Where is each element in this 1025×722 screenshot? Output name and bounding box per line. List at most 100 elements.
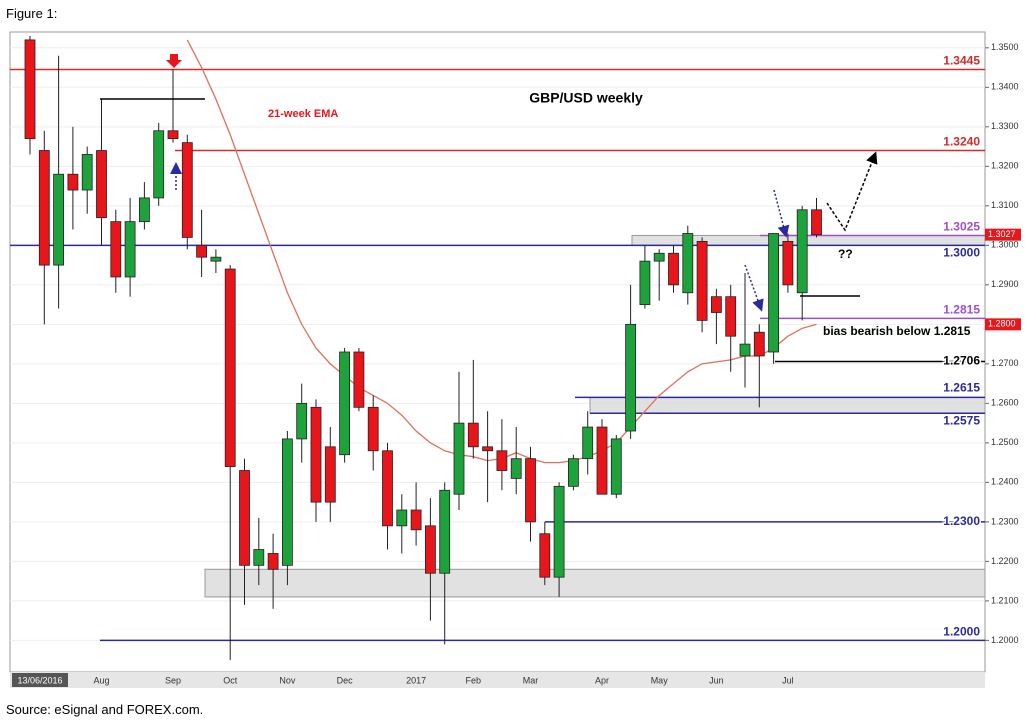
candle-body bbox=[224, 268, 236, 467]
y-tick-label: 1.2000 bbox=[991, 635, 1019, 645]
y-tick-label: 1.2700 bbox=[991, 358, 1019, 368]
x-tick-label: Jul bbox=[782, 675, 794, 685]
candle-body bbox=[253, 549, 265, 566]
level-label: 1.3025 bbox=[943, 220, 980, 234]
zone bbox=[204, 568, 986, 598]
x-tick-label: Sep bbox=[165, 675, 181, 685]
candle-body bbox=[196, 244, 208, 258]
y-tick-label: 1.2600 bbox=[991, 398, 1019, 408]
level-label: 1.2300 bbox=[943, 514, 980, 528]
y-tick-label: 1.2500 bbox=[991, 437, 1019, 447]
candle-body bbox=[553, 485, 565, 578]
y-tick-label: 1.2300 bbox=[991, 516, 1019, 526]
candle-body bbox=[81, 154, 93, 191]
candle-body bbox=[53, 173, 64, 266]
level-label: 1.2815 bbox=[943, 303, 980, 317]
candle-body bbox=[796, 209, 808, 294]
candle-body bbox=[625, 323, 636, 432]
y-tick-label: 1.3100 bbox=[991, 200, 1019, 210]
candle-body bbox=[296, 402, 308, 440]
ema-label: 21-week EMA bbox=[268, 108, 338, 120]
arrow bbox=[773, 189, 790, 238]
candle-body bbox=[596, 426, 608, 495]
x-tick-label: Jun bbox=[709, 675, 724, 685]
candle-body bbox=[711, 296, 722, 313]
candle-body bbox=[239, 470, 250, 566]
x-tick-label: Oct bbox=[223, 675, 238, 685]
level-label: 1.3000 bbox=[943, 246, 980, 260]
annotation: ?? bbox=[838, 247, 853, 261]
x-tick-label: 2017 bbox=[406, 675, 426, 685]
x-tick-label: May bbox=[651, 675, 669, 685]
down-arrow bbox=[166, 54, 182, 68]
candle-body bbox=[424, 525, 436, 574]
x-axis-band bbox=[10, 672, 985, 688]
y-tick-label: 1.3300 bbox=[991, 121, 1019, 131]
candle-body bbox=[324, 446, 336, 503]
candle-body bbox=[539, 533, 551, 578]
arrow bbox=[744, 264, 764, 312]
candle-body bbox=[568, 458, 579, 487]
x-tick-label: Apr bbox=[595, 675, 609, 685]
y-tick-label: 1.3500 bbox=[991, 42, 1019, 52]
figure-label: Figure 1: bbox=[6, 6, 58, 21]
y-tick-label: 1.3000 bbox=[991, 240, 1019, 250]
x-tick-label: Feb bbox=[466, 675, 482, 685]
candle-body bbox=[96, 150, 107, 219]
level-label: 1.2575 bbox=[943, 413, 980, 427]
candle-body bbox=[181, 142, 193, 238]
candle-body bbox=[696, 240, 708, 321]
y-tick-label: 1.3400 bbox=[991, 82, 1019, 92]
zone bbox=[631, 234, 986, 246]
zone bbox=[589, 396, 986, 414]
candle-body bbox=[811, 209, 822, 236]
projection-arrow bbox=[826, 151, 878, 232]
x-tick-label: Mar bbox=[523, 675, 539, 685]
level-label: 1.2706 bbox=[943, 354, 980, 368]
candle-body bbox=[267, 553, 279, 570]
y-tick-label: 1.2800 bbox=[991, 319, 1019, 329]
x-tick-label: Dec bbox=[337, 675, 354, 685]
candle-body bbox=[339, 351, 351, 456]
candle-body bbox=[668, 252, 679, 286]
candle-body bbox=[167, 130, 179, 140]
candle-body bbox=[439, 489, 451, 574]
candle-body bbox=[410, 509, 422, 531]
candle-body bbox=[367, 406, 379, 452]
price-tag bbox=[985, 318, 1021, 331]
candle-body bbox=[753, 331, 765, 357]
candle-body bbox=[153, 130, 165, 199]
candle-body bbox=[281, 438, 293, 566]
level-label: 1.3240 bbox=[943, 135, 980, 149]
annotation: bias bearish below 1.2815 bbox=[823, 324, 971, 338]
candle-body bbox=[582, 426, 594, 460]
candle-body bbox=[510, 458, 522, 479]
candle-body bbox=[467, 422, 479, 448]
candle-body bbox=[210, 256, 222, 262]
candle-body bbox=[396, 509, 408, 527]
level-label: 1.2615 bbox=[943, 381, 980, 395]
x-tick-label: Aug bbox=[93, 675, 109, 685]
ema-line bbox=[186, 39, 817, 464]
candle-body bbox=[110, 221, 122, 278]
candle-body bbox=[24, 39, 36, 140]
x-tick-label: Nov bbox=[279, 675, 296, 685]
candle-body bbox=[782, 240, 794, 286]
candle-body bbox=[124, 221, 136, 278]
candle-body bbox=[453, 422, 465, 495]
level-label: 1.3445 bbox=[943, 54, 980, 68]
candle-body bbox=[138, 197, 150, 223]
candle-body bbox=[525, 458, 536, 523]
price-tag bbox=[985, 228, 1021, 241]
candle-body bbox=[310, 406, 322, 503]
candle-body bbox=[482, 446, 494, 452]
candle-body bbox=[653, 252, 665, 262]
candle-body bbox=[610, 438, 622, 495]
candle-body bbox=[353, 351, 365, 408]
chart-title: GBP/USD weekly bbox=[529, 90, 643, 106]
y-tick-label: 1.3200 bbox=[991, 161, 1019, 171]
x-tick-label: 13/06/2016 bbox=[17, 675, 62, 685]
candle-body bbox=[725, 296, 737, 337]
